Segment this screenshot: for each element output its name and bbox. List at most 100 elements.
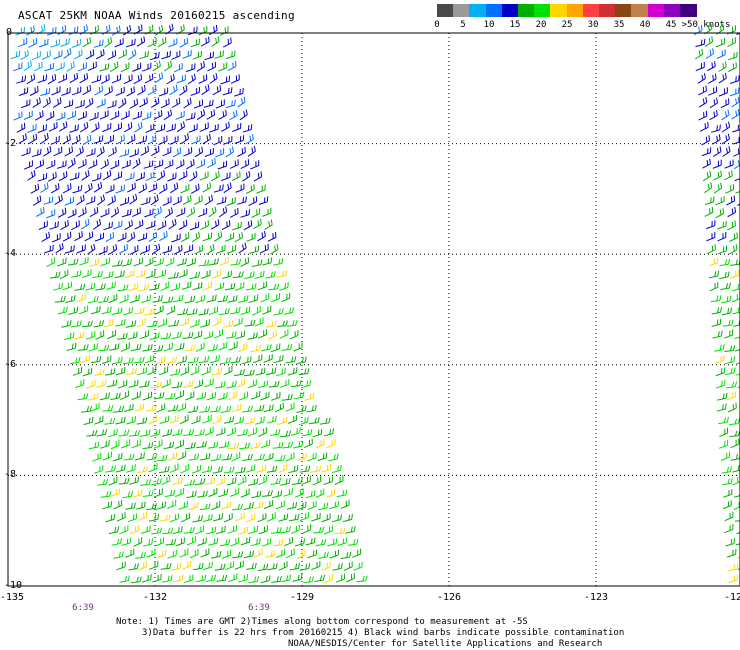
wind-barb (203, 331, 214, 340)
wind-barb (18, 87, 29, 96)
wind-barb (137, 135, 147, 144)
wind-barb (152, 345, 164, 353)
wind-barb (710, 295, 722, 303)
wind-barb (250, 538, 261, 547)
wind-barb (150, 97, 160, 108)
wind-barb (315, 488, 325, 498)
wind-barb (258, 196, 269, 205)
colorbar-swatch (680, 4, 697, 17)
wind-barb (168, 218, 177, 230)
wind-barb (262, 207, 272, 217)
wind-barb (724, 170, 733, 181)
wind-barb (192, 514, 203, 523)
wind-barb (96, 379, 107, 388)
wind-barb (280, 477, 291, 486)
wind-barb (220, 405, 232, 413)
wind-barb (142, 490, 154, 497)
wind-barb (112, 452, 123, 462)
wind-barb (337, 537, 348, 546)
wind-barb (329, 500, 340, 509)
wind-barb (265, 550, 276, 558)
wind-barb (332, 562, 343, 571)
wind-barb (68, 306, 79, 315)
wind-barb (78, 305, 89, 315)
wind-barb (717, 220, 727, 230)
wind-barb (149, 560, 159, 570)
wind-barb (143, 160, 154, 169)
wind-barb (223, 135, 233, 145)
wind-barb (190, 319, 200, 328)
wind-barb (225, 50, 236, 60)
wind-barb (248, 525, 259, 535)
wind-barb (222, 320, 234, 328)
wind-barb (157, 220, 167, 231)
wind-barb (155, 124, 166, 133)
wind-barb (204, 426, 214, 436)
wind-barb (174, 390, 184, 400)
wind-barb (132, 111, 142, 120)
wind-barb (133, 307, 145, 315)
wind-barb (201, 84, 210, 96)
wind-barb (270, 293, 281, 303)
wind-barb (219, 307, 230, 316)
wind-barb (224, 561, 235, 571)
wind-barb (250, 390, 261, 400)
wind-barb (215, 99, 225, 109)
wind-barb (167, 499, 177, 509)
wind-barb (129, 193, 138, 205)
wind-barb (108, 244, 118, 255)
wind-barb (216, 574, 228, 582)
wind-barb (221, 501, 232, 510)
wind-barb (238, 391, 249, 401)
wind-barb (212, 317, 222, 327)
wind-barb (266, 415, 277, 424)
wind-barb (212, 466, 223, 474)
wind-barb (214, 329, 224, 339)
wind-barb (726, 195, 736, 206)
wind-barb (735, 537, 740, 546)
wind-barb (172, 147, 182, 158)
wind-barb (135, 501, 146, 510)
wind-barb (237, 196, 247, 205)
wind-barb (223, 466, 235, 474)
wind-barb (283, 488, 293, 497)
wind-barb (74, 283, 86, 291)
wind-barb (174, 342, 185, 351)
wind-barb (161, 428, 173, 437)
wind-barb (273, 355, 284, 364)
wind-barb (162, 575, 173, 583)
wind-barb (88, 159, 98, 170)
wind-barb (160, 98, 170, 109)
wind-barb (44, 244, 54, 254)
wind-barb (195, 574, 207, 583)
wind-barb (286, 502, 298, 510)
wind-barb (105, 513, 116, 523)
wind-barb (223, 416, 235, 424)
wind-barb (233, 317, 243, 327)
colorbar-tick-label: 35 (613, 20, 625, 30)
wind-barb (80, 354, 91, 363)
wind-barb (76, 194, 85, 206)
wind-barb (282, 441, 294, 449)
wind-barb (154, 305, 164, 315)
wind-barb (81, 320, 93, 328)
wind-barb (77, 393, 89, 401)
wind-barb (188, 501, 199, 511)
x-tick-label: -129 (289, 592, 315, 603)
colorbar-tick-label: 10 (483, 20, 495, 30)
colorbar-swatch (518, 4, 535, 17)
wind-barb (208, 537, 219, 546)
wind-barb (250, 344, 261, 353)
wind-barb (715, 38, 725, 48)
wind-barb (321, 463, 332, 473)
wind-barb (293, 391, 305, 400)
wind-barb (186, 490, 197, 499)
wind-barb (214, 282, 225, 291)
wind-barb (347, 538, 359, 546)
wind-barb (719, 427, 729, 438)
wind-barb (243, 502, 254, 510)
wind-barb (191, 231, 201, 243)
wind-barb (201, 269, 211, 279)
wind-barb (220, 75, 231, 85)
wind-barb (211, 501, 221, 511)
